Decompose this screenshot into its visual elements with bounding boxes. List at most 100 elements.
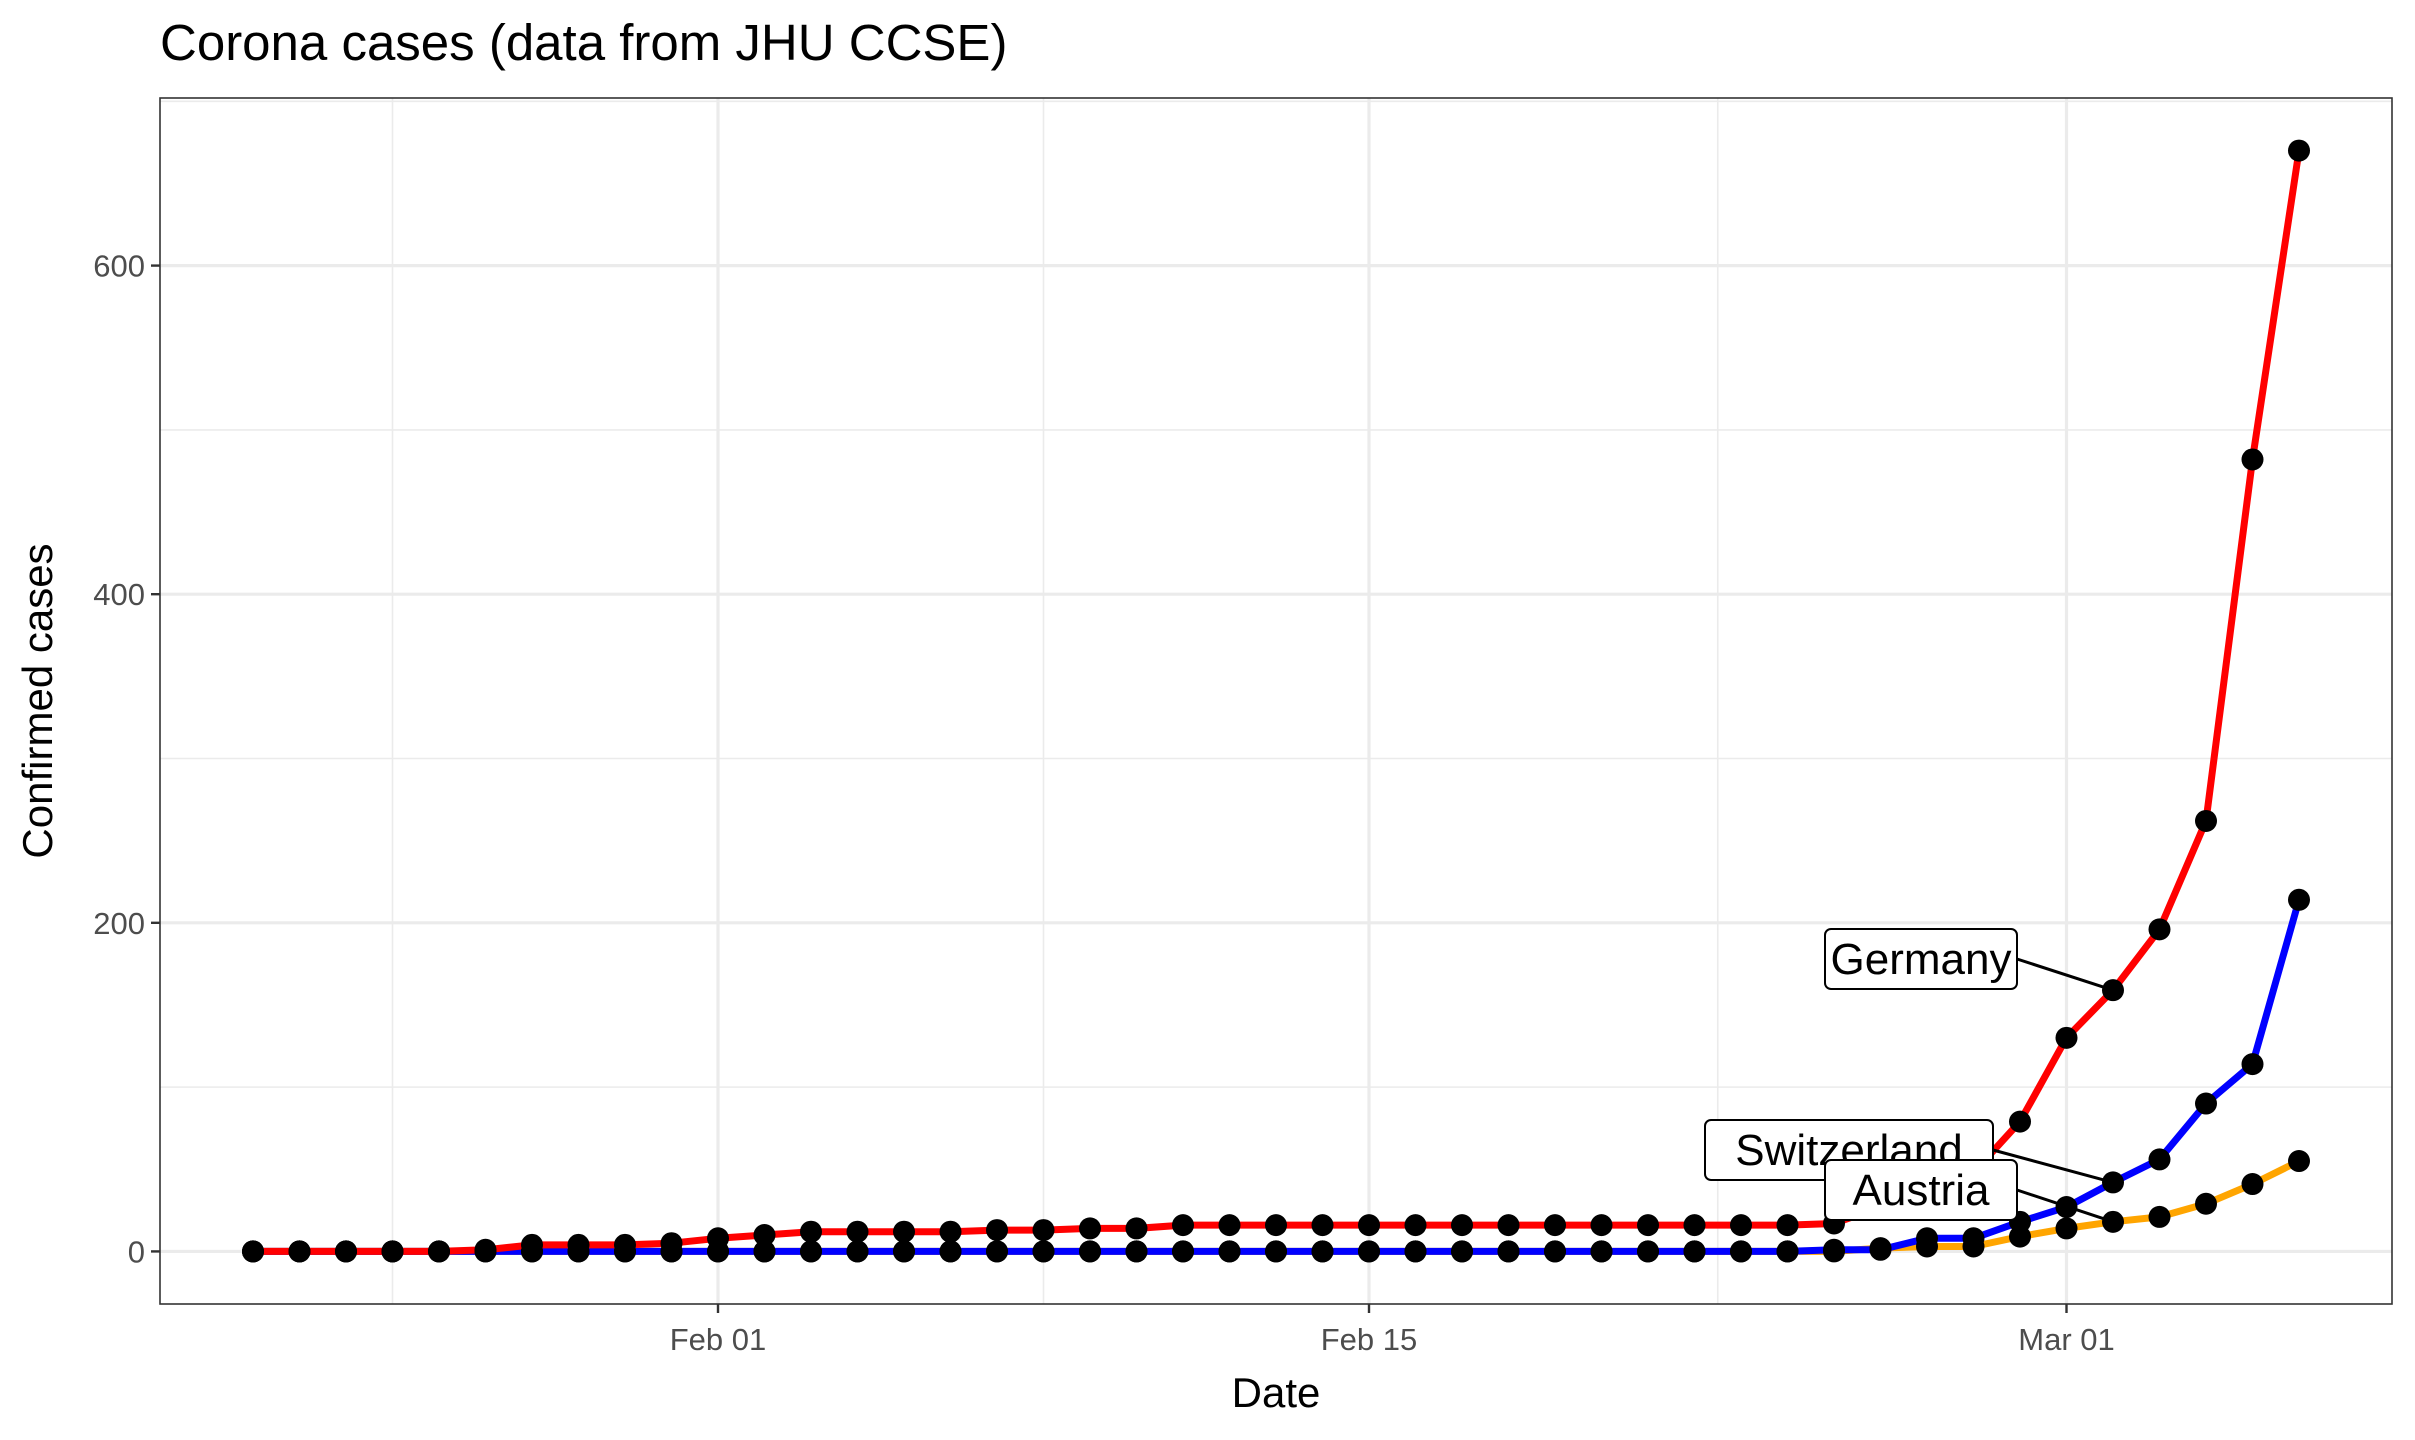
data-point	[381, 1240, 404, 1263]
data-point	[846, 1240, 869, 1263]
data-point	[753, 1223, 776, 1246]
x-tick-label: Feb 01	[670, 1322, 767, 1357]
y-tick-label: 400	[93, 577, 145, 612]
plot-panel	[159, 97, 2393, 1305]
data-point	[1730, 1240, 1752, 1263]
label-box	[1824, 1159, 2018, 1221]
data-point	[1125, 1240, 1148, 1263]
data-point	[242, 1240, 264, 1263]
data-point	[288, 1240, 311, 1263]
data-point	[1637, 1240, 1659, 1263]
data-point	[2148, 1205, 2171, 1228]
data-point	[800, 1240, 822, 1263]
data-point	[1404, 1214, 1427, 1237]
data-point	[1590, 1240, 1613, 1263]
label-box	[1824, 928, 2018, 990]
data-point	[1032, 1219, 1055, 1242]
data-point	[1776, 1214, 1799, 1237]
minor-gridlines	[160, 98, 2392, 1304]
data-point	[2241, 1053, 2264, 1076]
data-point	[1358, 1240, 1380, 1263]
data-point	[1497, 1240, 1520, 1263]
data-point	[2148, 918, 2171, 941]
series-label: Germany	[1831, 935, 2012, 984]
data-point	[521, 1240, 543, 1263]
data-point	[800, 1220, 822, 1243]
data-point	[1916, 1235, 1938, 1258]
data-point	[1032, 1240, 1055, 1263]
y-tick-label: 0	[128, 1234, 145, 1269]
data-point	[2195, 1192, 2217, 1215]
data-point	[1451, 1240, 1473, 1263]
data-point	[1590, 1214, 1613, 1237]
data-point	[1218, 1214, 1241, 1237]
data-point	[1172, 1240, 1194, 1263]
label-leader-line	[2016, 1188, 2114, 1224]
major-gridlines	[160, 98, 2392, 1304]
data-point	[893, 1240, 915, 1263]
data-point	[1311, 1214, 1334, 1237]
data-point	[1730, 1214, 1752, 1237]
x-tick-label: Mar 01	[2018, 1322, 2114, 1357]
data-point	[707, 1240, 729, 1263]
data-point	[335, 1240, 357, 1263]
x-tick-label: Feb 15	[1321, 1322, 1418, 1357]
data-point	[567, 1240, 590, 1263]
label-leader-line	[1992, 1148, 2114, 1184]
data-point	[2148, 1148, 2171, 1171]
data-point	[474, 1240, 497, 1263]
series-label: Austria	[1853, 1166, 1990, 1215]
y-tick-label: 200	[93, 906, 145, 941]
data-point	[846, 1220, 869, 1243]
data-point	[2055, 1217, 2078, 1240]
data-point	[428, 1240, 450, 1263]
data-point	[2195, 1092, 2217, 1115]
data-point	[1544, 1240, 1566, 1263]
data-point	[1218, 1240, 1241, 1263]
data-point	[893, 1220, 915, 1243]
y-axis-title: Confirmed cases	[14, 543, 61, 858]
data-point	[986, 1219, 1008, 1242]
y-tick-label: 600	[93, 249, 145, 284]
data-point	[939, 1240, 962, 1263]
data-point	[2241, 448, 2264, 471]
data-point	[1497, 1214, 1520, 1237]
x-axis-title: Date	[1232, 1369, 1321, 1416]
data-point	[2009, 1110, 2031, 1133]
data-point	[1776, 1240, 1799, 1263]
data-point	[939, 1220, 962, 1243]
data-point	[2009, 1225, 2031, 1248]
data-point	[2288, 139, 2310, 162]
data-point	[2195, 809, 2217, 832]
series-line-germany	[249, 147, 2303, 1255]
data-point	[1683, 1214, 1706, 1237]
label-leader-line	[2016, 957, 2114, 992]
series-lines	[249, 147, 2303, 1255]
data-point	[1637, 1214, 1659, 1237]
data-point	[1451, 1214, 1473, 1237]
data-points	[242, 139, 2310, 1263]
data-point	[1172, 1214, 1194, 1237]
data-point	[1683, 1240, 1706, 1263]
data-point	[614, 1240, 636, 1263]
data-point	[1823, 1240, 1845, 1263]
data-point	[2055, 1026, 2078, 1049]
y-axis: 0 200 400 600	[93, 249, 160, 1269]
data-point	[753, 1240, 776, 1263]
x-axis: Feb 01 Feb 15 Mar 01	[670, 1304, 2115, 1357]
data-point	[1079, 1240, 1101, 1263]
data-point	[2288, 1150, 2310, 1173]
data-point	[1311, 1240, 1334, 1263]
data-point	[1869, 1237, 1892, 1260]
data-point	[1404, 1240, 1427, 1263]
data-point	[1544, 1214, 1566, 1237]
data-point	[1962, 1235, 1985, 1258]
data-point	[660, 1240, 683, 1263]
data-point	[2241, 1173, 2264, 1196]
data-point	[1265, 1214, 1287, 1237]
data-point	[1125, 1217, 1148, 1240]
data-point	[1079, 1217, 1101, 1240]
data-point	[1358, 1214, 1380, 1237]
